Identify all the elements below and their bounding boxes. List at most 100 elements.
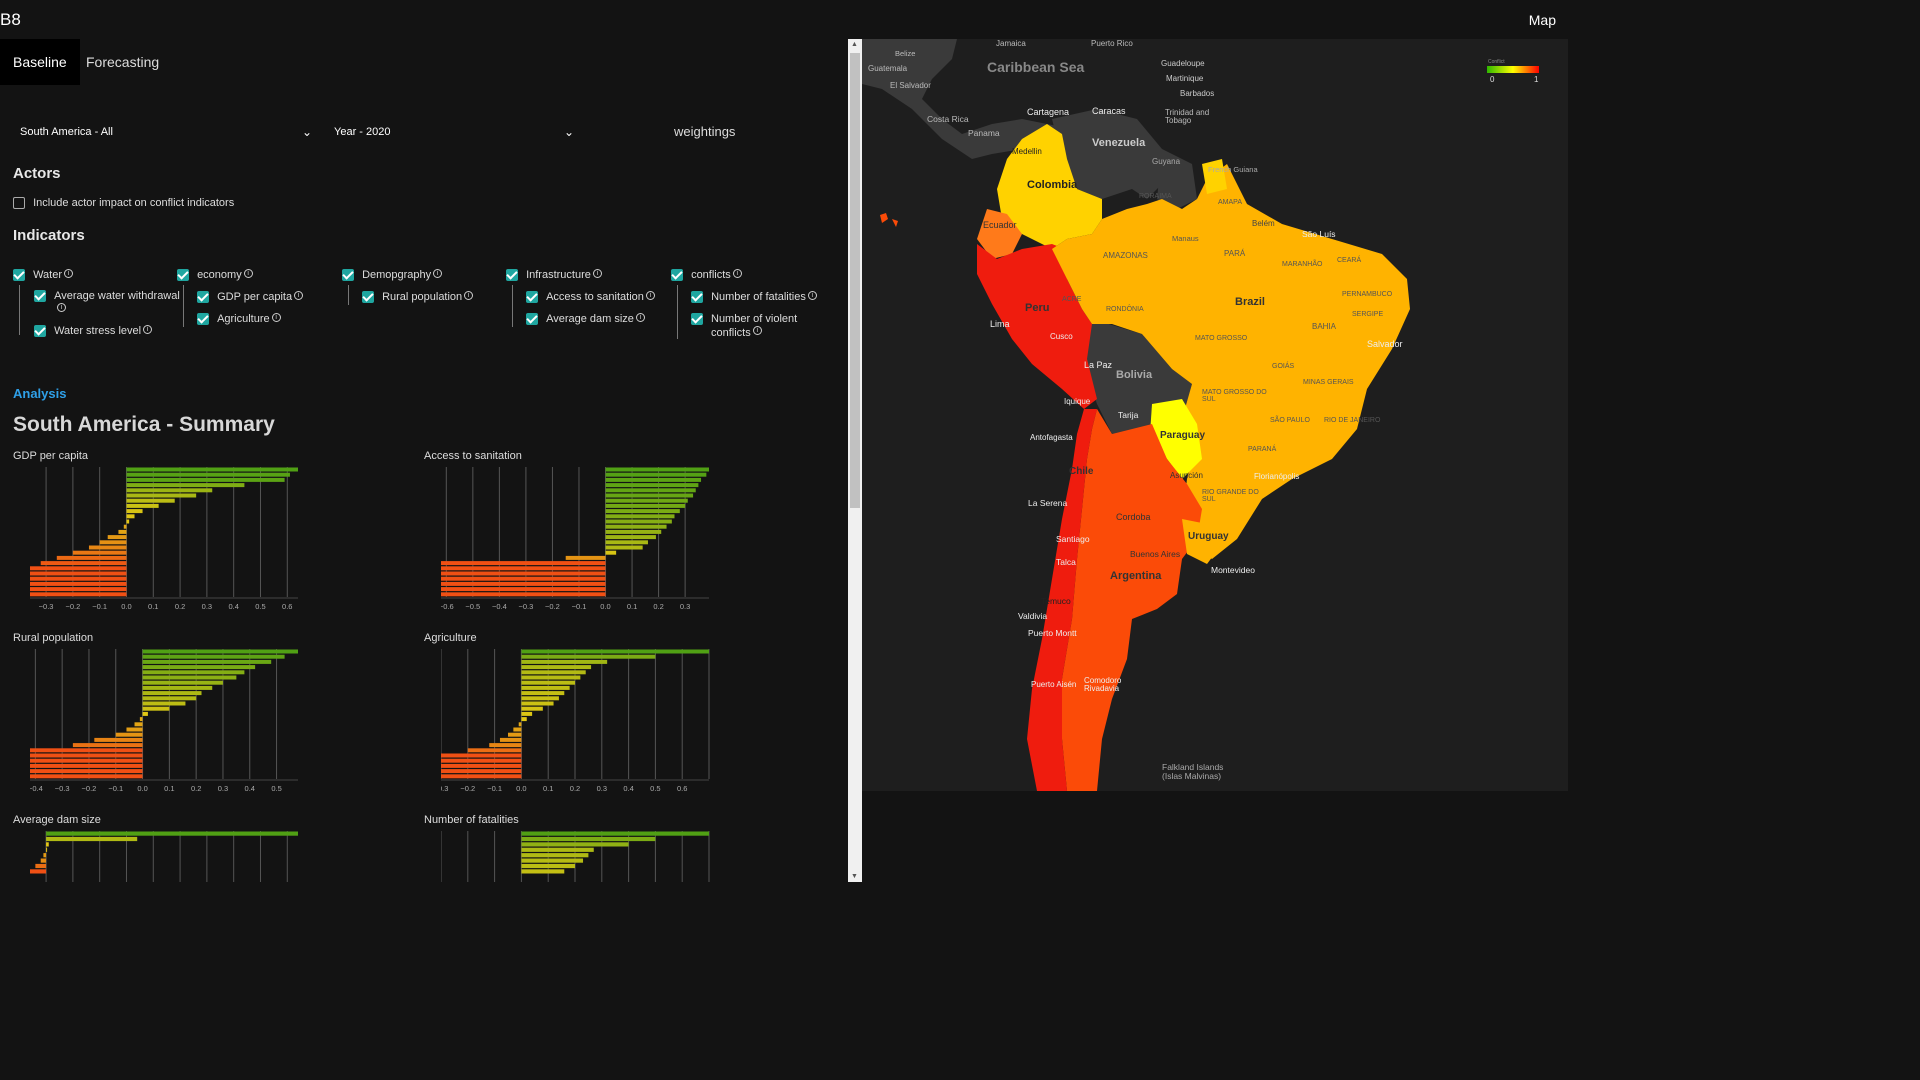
demography-checkbox[interactable] — [342, 269, 354, 282]
access-to-sanitation-checkbox[interactable] — [526, 291, 538, 304]
info-icon[interactable]: i — [732, 269, 742, 278]
map-label: Guatemala — [868, 64, 908, 73]
conflicts-label: conflicts — [691, 269, 731, 281]
bar — [99, 540, 127, 545]
indicator-gdp-per-capita[interactable]: GDP per capita i — [197, 291, 304, 304]
indicator-agriculture[interactable]: Agriculture i — [197, 313, 281, 326]
number-of-violent-conflicts-checkbox[interactable] — [691, 313, 703, 325]
info-icon[interactable]: i — [635, 313, 645, 322]
bar — [605, 503, 686, 508]
info-icon[interactable]: i — [57, 303, 66, 312]
map-label: Panama — [968, 128, 1000, 138]
number-of-fatalities-checkbox[interactable] — [691, 291, 703, 304]
water-stress-level-checkbox[interactable] — [34, 325, 46, 338]
bar — [56, 555, 127, 560]
info-icon[interactable]: i — [464, 291, 474, 300]
info-icon[interactable]: i — [271, 313, 281, 322]
info-icon[interactable]: i — [294, 291, 304, 300]
bar — [521, 706, 543, 711]
map-label: El Salvador — [890, 81, 931, 90]
bar — [35, 863, 47, 869]
indicator-average-water-withdrawal[interactable]: Average water withdrawal — [34, 290, 180, 303]
info-icon[interactable]: i — [143, 325, 153, 334]
x-tick-label: 0.4 — [245, 784, 255, 793]
bar — [521, 847, 594, 852]
indicator-access-to-sanitation[interactable]: Access to sanitation i — [526, 291, 655, 304]
actor-impact-checkbox[interactable] — [13, 197, 25, 210]
indicator-number-of-fatalities[interactable]: Number of fatalities i — [691, 291, 817, 304]
bar — [565, 555, 606, 560]
map-label: Tarija — [1118, 410, 1139, 420]
indicator-group-water[interactable]: Water i — [13, 269, 73, 282]
french-guiana-country — [1202, 159, 1227, 194]
bar — [118, 529, 127, 534]
x-tick-label: 0.0 — [600, 602, 610, 611]
infrastructure-checkbox[interactable] — [506, 269, 518, 282]
access-to-sanitation-chart: −0.6 −0.5 −0.4 −0.3 −0.2 −0.1 0.0 0.1 0.2 0.3 — [441, 467, 709, 611]
bar — [521, 670, 586, 675]
bar — [467, 748, 522, 753]
x-tick-label: −0.3 — [441, 784, 448, 793]
agriculture-checkbox[interactable] — [197, 313, 209, 326]
average-water-withdrawal-checkbox[interactable] — [34, 290, 46, 303]
tab-forecasting[interactable]: Forecasting — [86, 54, 160, 70]
info-icon[interactable]: i — [243, 269, 253, 278]
bar — [441, 753, 522, 758]
weightings-button[interactable]: weightings — [674, 124, 736, 139]
indicator-number-of-violent-conflicts[interactable]: Number of violent conflicts i — [691, 312, 811, 340]
rural-population-checkbox[interactable] — [362, 291, 374, 304]
bar — [605, 540, 648, 545]
economy-checkbox[interactable] — [177, 269, 189, 282]
indicator-rural-population[interactable]: Rural population i — [362, 291, 474, 304]
scrollbar[interactable]: ▲ ▼ — [848, 39, 862, 882]
indicator-average-dam-size[interactable]: Average dam size i — [526, 313, 645, 326]
map-link[interactable]: Map — [1528, 12, 1556, 28]
bar — [605, 535, 656, 540]
bar — [126, 488, 213, 493]
info-icon[interactable]: i — [645, 291, 655, 300]
map-label: SÃO PAULO — [1270, 417, 1310, 424]
agriculture-chart: −0.3 −0.2 −0.1 0.0 0.1 0.2 0.3 0.4 0.5 0.6 — [441, 649, 710, 793]
indicator-group-infrastructure[interactable]: Infrastructure i — [506, 269, 602, 282]
info-icon[interactable]: i — [433, 269, 443, 278]
bar — [30, 774, 143, 779]
average-dam-size-checkbox[interactable] — [526, 313, 538, 326]
water-checkbox[interactable] — [13, 269, 25, 282]
bar — [142, 711, 148, 716]
gdp-per-capita-checkbox[interactable] — [197, 291, 209, 304]
water-stress-level-label: Water stress level — [54, 325, 142, 337]
actor-impact-label: Include actor impact on conflict indicat… — [33, 197, 235, 209]
x-tick-label: −0.1 — [92, 602, 107, 611]
bar — [30, 566, 127, 571]
bar — [441, 576, 606, 581]
bar — [513, 727, 522, 732]
analysis-label: Analysis — [13, 386, 67, 401]
info-icon[interactable]: i — [64, 269, 73, 278]
scrollbar-thumb[interactable] — [850, 53, 860, 508]
map-label: AMAPA — [1218, 199, 1242, 206]
conflicts-checkbox[interactable] — [671, 269, 683, 282]
indicator-water-stress-level[interactable]: Water stress level i — [34, 325, 153, 338]
indicator-group-economy[interactable]: economy i — [177, 269, 253, 282]
info-icon[interactable]: i — [752, 326, 762, 335]
bar — [142, 685, 213, 690]
map-label: ACRE — [1062, 296, 1082, 303]
region-select[interactable]: South America - All ⌄ — [20, 117, 312, 147]
indicator-group-demography[interactable]: Demopgraphy i — [342, 269, 443, 282]
scroll-up-arrow-icon[interactable]: ▲ — [851, 41, 858, 48]
tab-baseline[interactable]: Baseline — [0, 39, 80, 85]
map-view[interactable]: Conflict 0 1 Jamaica Puerto Rico Belize Gua… — [862, 39, 1568, 791]
map-label: SERGIPE — [1352, 311, 1384, 318]
bar — [72, 743, 143, 748]
actor-impact-option[interactable]: Include actor impact on conflict indicat… — [13, 197, 235, 210]
map-label: Brazil — [1235, 296, 1265, 308]
argentina-country — [1062, 409, 1202, 791]
scroll-down-arrow-icon[interactable]: ▼ — [851, 873, 858, 880]
x-tick-label: −0.2 — [545, 602, 560, 611]
info-icon[interactable]: i — [807, 291, 817, 300]
left-panel: Baseline Forecasting South America - All… — [0, 39, 848, 882]
year-select[interactable]: Year - 2020 ⌄ — [334, 117, 574, 147]
info-icon[interactable]: i — [592, 269, 602, 278]
indicator-group-conflicts[interactable]: conflicts i — [671, 269, 742, 282]
x-tick-label: −0.1 — [572, 602, 587, 611]
